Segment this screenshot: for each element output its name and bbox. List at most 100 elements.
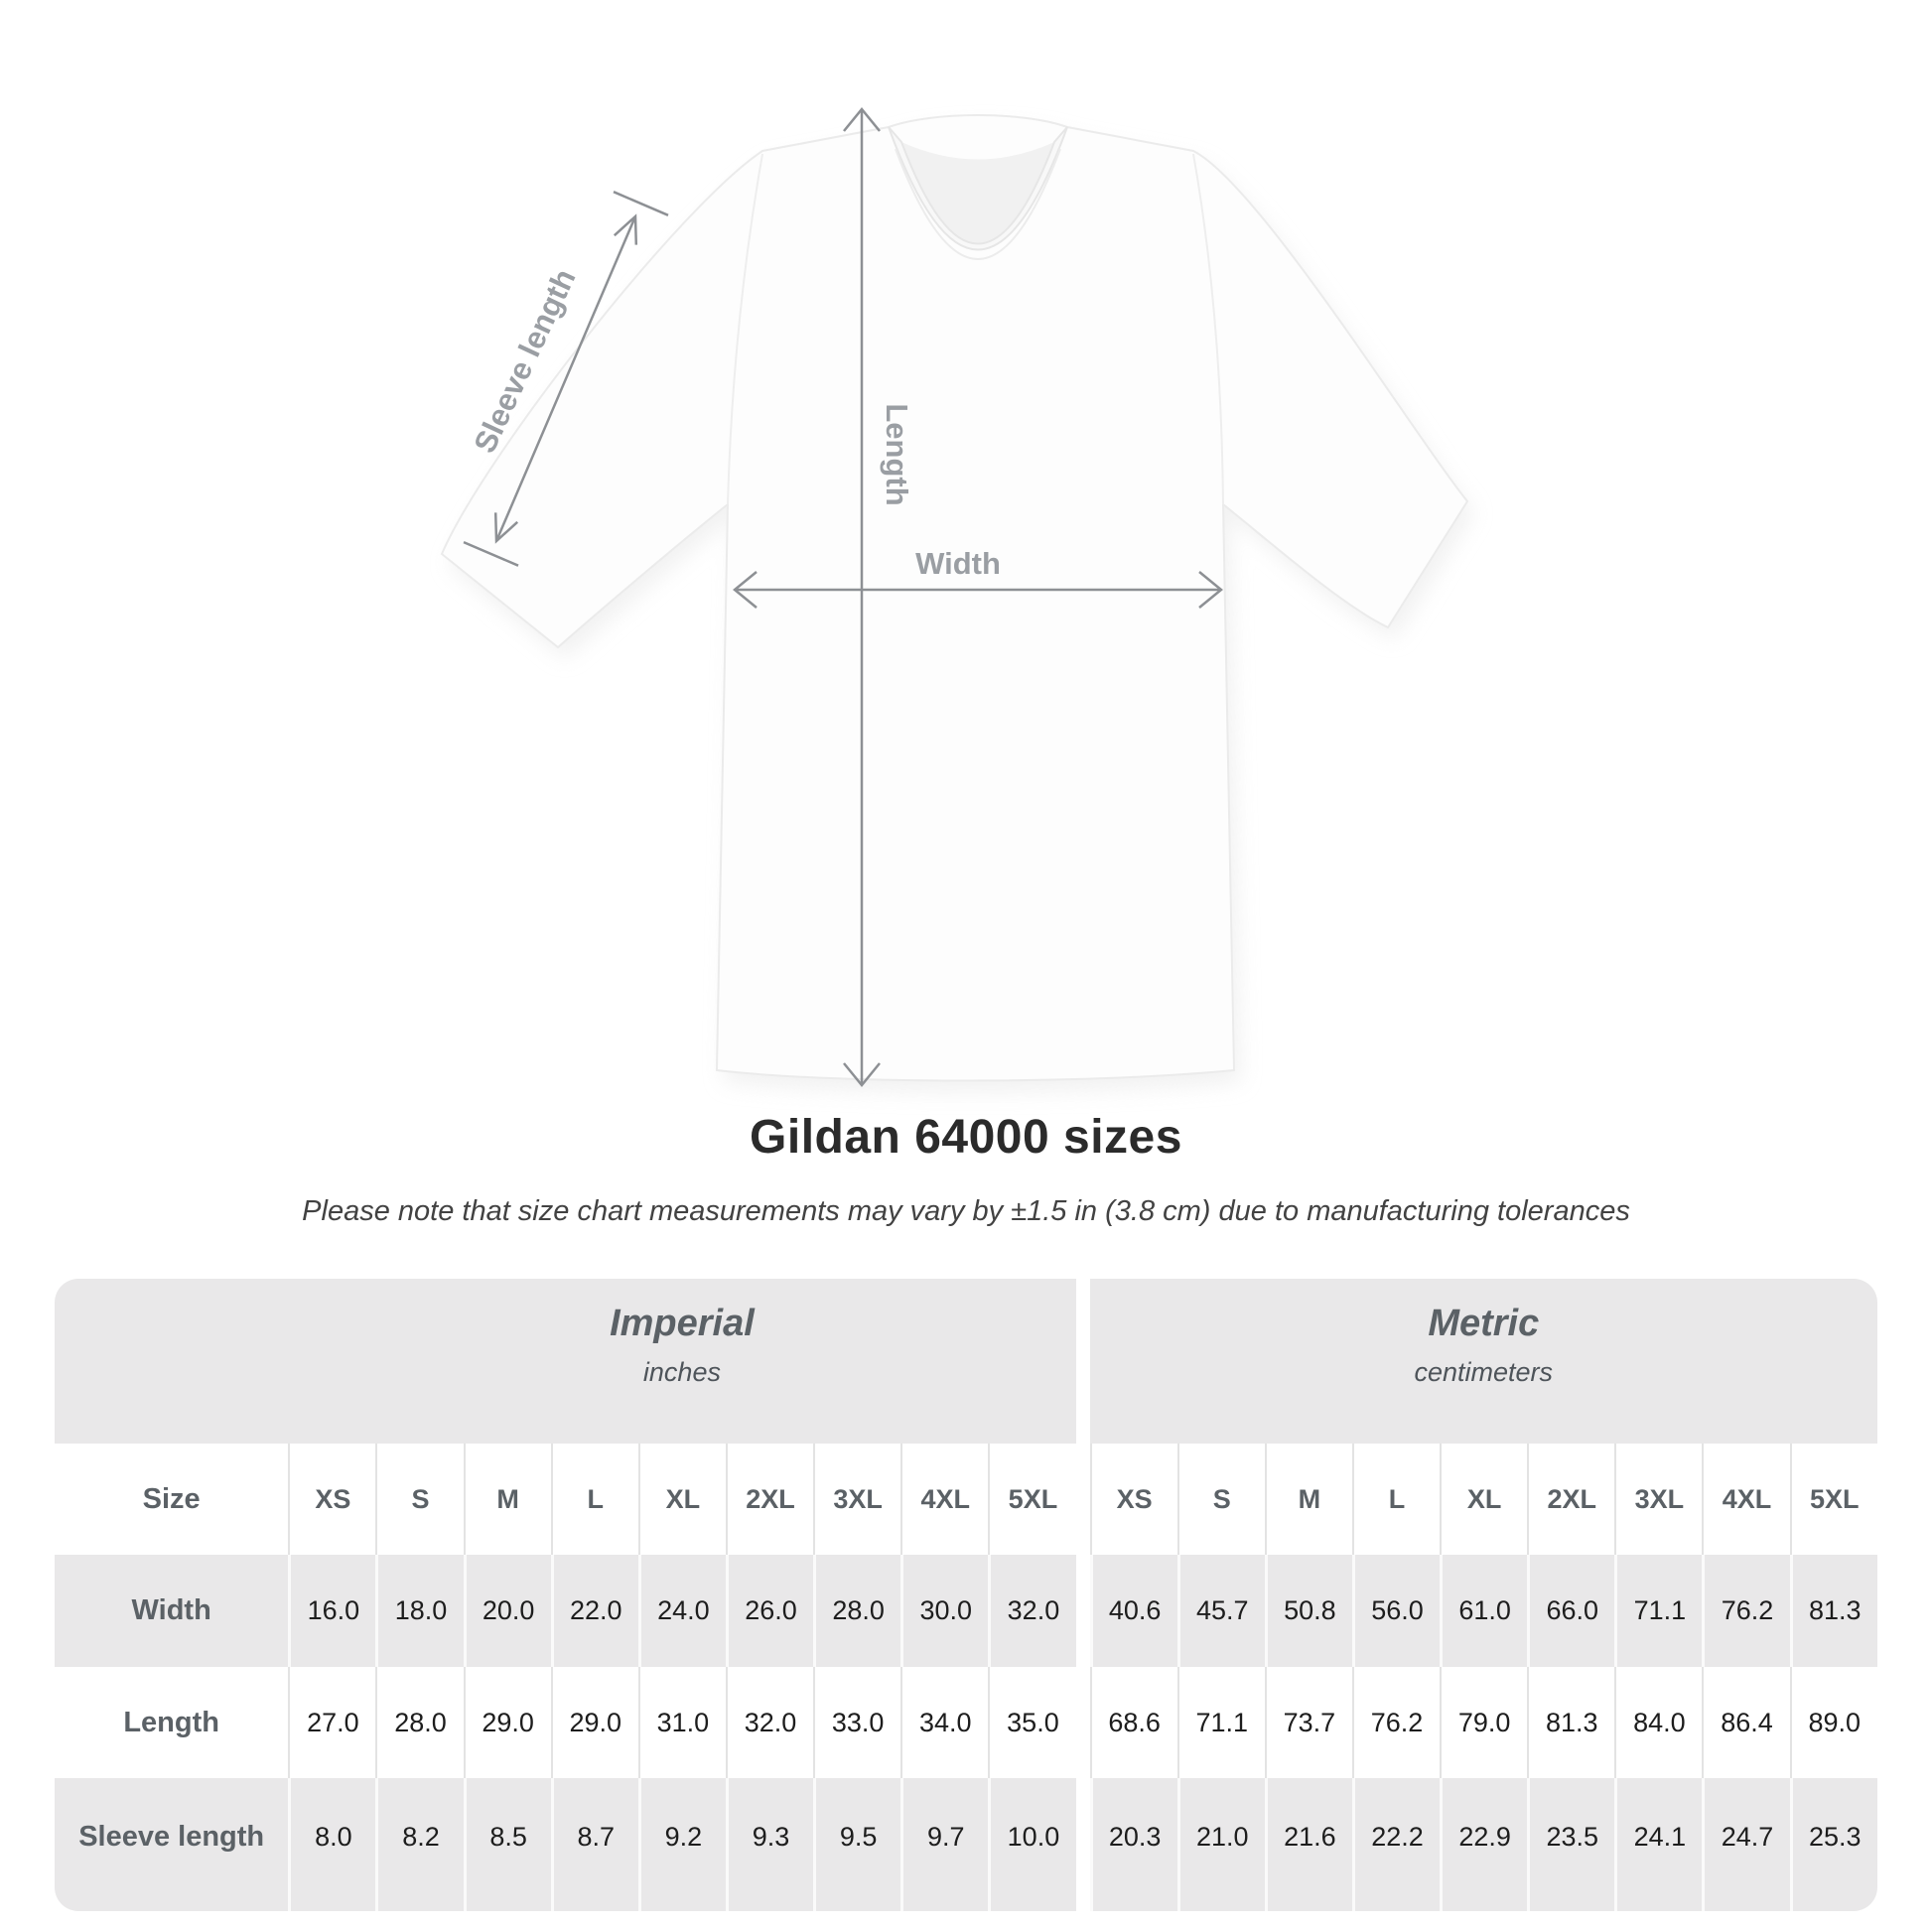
tshirt-collar-stitch [895, 148, 1061, 260]
measurement-cell: 76.2 [1702, 1555, 1790, 1667]
measurement-cell: 76.2 [1351, 1667, 1441, 1778]
size-col-header-metric: 2XL [1527, 1444, 1615, 1555]
measurement-cell: 18.0 [375, 1555, 464, 1667]
measurement-cell: 68.6 [1089, 1667, 1177, 1778]
unit-divider [1075, 1555, 1090, 1667]
unit-divider [1075, 1444, 1090, 1555]
size-col-header-imperial: 3XL [813, 1444, 901, 1555]
measurement-cell: 22.9 [1440, 1778, 1528, 1911]
measurement-cell: 30.0 [900, 1555, 989, 1667]
unit-divider [1075, 1279, 1090, 1444]
measurement-cell: 45.7 [1176, 1555, 1265, 1667]
measurement-cell: 29.0 [550, 1667, 638, 1778]
measurement-cell: 21.6 [1264, 1778, 1352, 1911]
size-col-header-imperial: S [375, 1444, 464, 1555]
measurement-cell: 34.0 [900, 1667, 989, 1778]
measurement-cell: 35.0 [988, 1667, 1076, 1778]
imperial-header: Imperial inches [288, 1279, 1076, 1444]
measurement-cell: 40.6 [1089, 1555, 1177, 1667]
imperial-label: Imperial [610, 1303, 755, 1344]
tshirt-measurement-diagram: Sleeve length Length Width [440, 107, 1474, 1093]
width-dimension-arrow [733, 571, 1223, 609]
measurement-cell: 32.0 [725, 1667, 814, 1778]
unit-header-row: Imperial inches Metric centimeters [55, 1279, 1877, 1444]
measurement-cell: 79.0 [1440, 1667, 1528, 1778]
measurement-cell: 8.2 [375, 1778, 464, 1911]
size-col-header-metric: XL [1440, 1444, 1528, 1555]
measurement-cell: 27.0 [288, 1667, 376, 1778]
measurement-cell: 22.2 [1351, 1778, 1441, 1911]
measurement-cell: 71.1 [1614, 1555, 1703, 1667]
length-row-label: Length [55, 1667, 289, 1778]
size-col-header-imperial: M [463, 1444, 551, 1555]
size-col-header-metric: 4XL [1702, 1444, 1790, 1555]
size-col-header-metric: S [1176, 1444, 1265, 1555]
measurement-cell: 81.3 [1527, 1667, 1615, 1778]
imperial-units: inches [642, 1357, 721, 1387]
measurement-cell: 66.0 [1527, 1555, 1615, 1667]
measurement-cell: 31.0 [637, 1667, 726, 1778]
measurement-cell: 84.0 [1614, 1667, 1703, 1778]
measurement-cell: 29.0 [463, 1667, 551, 1778]
measurement-cell: 9.2 [637, 1778, 726, 1911]
length-label: Length [880, 403, 914, 505]
measurement-cell: 10.0 [988, 1778, 1076, 1911]
measurement-cell: 56.0 [1351, 1555, 1441, 1667]
width-row-label: Width [55, 1555, 289, 1667]
sleeve-length-row: Sleeve length 8.0 8.2 8.5 8.7 9.2 9.3 9.5 9.7 10… [55, 1778, 1877, 1911]
width-label: Width [915, 546, 1001, 581]
measurement-cell: 25.3 [1789, 1778, 1877, 1911]
measurement-cell: 24.7 [1702, 1778, 1790, 1911]
metric-units: centimeters [1414, 1357, 1554, 1387]
measurement-cell: 21.0 [1176, 1778, 1265, 1911]
measurement-cell: 20.0 [463, 1555, 551, 1667]
tshirt-seam-right [1192, 153, 1224, 505]
measurement-cell: 22.0 [550, 1555, 638, 1667]
measurement-cell: 8.5 [463, 1778, 551, 1911]
measurement-cell: 50.8 [1264, 1555, 1352, 1667]
unit-divider [1075, 1778, 1090, 1911]
page-title: Gildan 64000 sizes [750, 1111, 1182, 1164]
metric-header: Metric centimeters [1089, 1279, 1877, 1444]
measurement-cell: 86.4 [1702, 1667, 1790, 1778]
measurement-cell: 33.0 [813, 1667, 901, 1778]
size-header-row: Size XS S M L XL 2XL 3XL 4XL 5XL XS S M L XL 2XL 3XL 4XL… [55, 1444, 1877, 1555]
size-col-header-metric: M [1264, 1444, 1352, 1555]
unit-header-spacer [55, 1279, 289, 1444]
measurement-cell: 73.7 [1264, 1667, 1352, 1778]
measurement-cell: 28.0 [813, 1555, 901, 1667]
size-col-header-metric: 5XL [1789, 1444, 1877, 1555]
measurement-cell: 32.0 [988, 1555, 1076, 1667]
measurement-cell: 24.1 [1614, 1778, 1703, 1911]
size-col-header-imperial: XL [637, 1444, 726, 1555]
size-col-header-metric: XS [1089, 1444, 1177, 1555]
size-col-header-imperial: 4XL [900, 1444, 989, 1555]
size-row-label: Size [55, 1444, 289, 1555]
size-table: Imperial inches Metric centimeters Size … [55, 1279, 1877, 1911]
measurement-cell: 81.3 [1789, 1555, 1877, 1667]
size-col-header-imperial: 2XL [725, 1444, 814, 1555]
size-col-header-imperial: 5XL [988, 1444, 1076, 1555]
measurement-cell: 71.1 [1176, 1667, 1265, 1778]
measurement-cell: 28.0 [375, 1667, 464, 1778]
sleeve-length-dimension-arrow [463, 191, 669, 567]
measurement-cell: 8.7 [550, 1778, 638, 1911]
measurement-cell: 89.0 [1789, 1667, 1877, 1778]
measurement-cell: 8.0 [288, 1778, 376, 1911]
tshirt-seam-left [727, 153, 763, 505]
metric-label: Metric [1428, 1303, 1540, 1344]
sleeve-row-label: Sleeve length [55, 1778, 289, 1911]
measurement-cell: 9.3 [725, 1778, 814, 1911]
measurement-cell: 9.7 [900, 1778, 989, 1911]
length-row: Length 27.0 28.0 29.0 29.0 31.0 32.0 33.0 34.0 3… [55, 1667, 1877, 1778]
size-col-header-imperial: L [550, 1444, 638, 1555]
measurement-cell: 9.5 [813, 1778, 901, 1911]
measurement-cell: 20.3 [1089, 1778, 1177, 1911]
tshirt-body [440, 114, 1469, 1082]
measurement-cell: 61.0 [1440, 1555, 1528, 1667]
size-col-header-imperial: XS [288, 1444, 376, 1555]
width-row: Width 16.0 18.0 20.0 22.0 24.0 26.0 28.0 30.0 32… [55, 1555, 1877, 1667]
measurement-cell: 24.0 [637, 1555, 726, 1667]
length-dimension-arrow [843, 107, 881, 1087]
